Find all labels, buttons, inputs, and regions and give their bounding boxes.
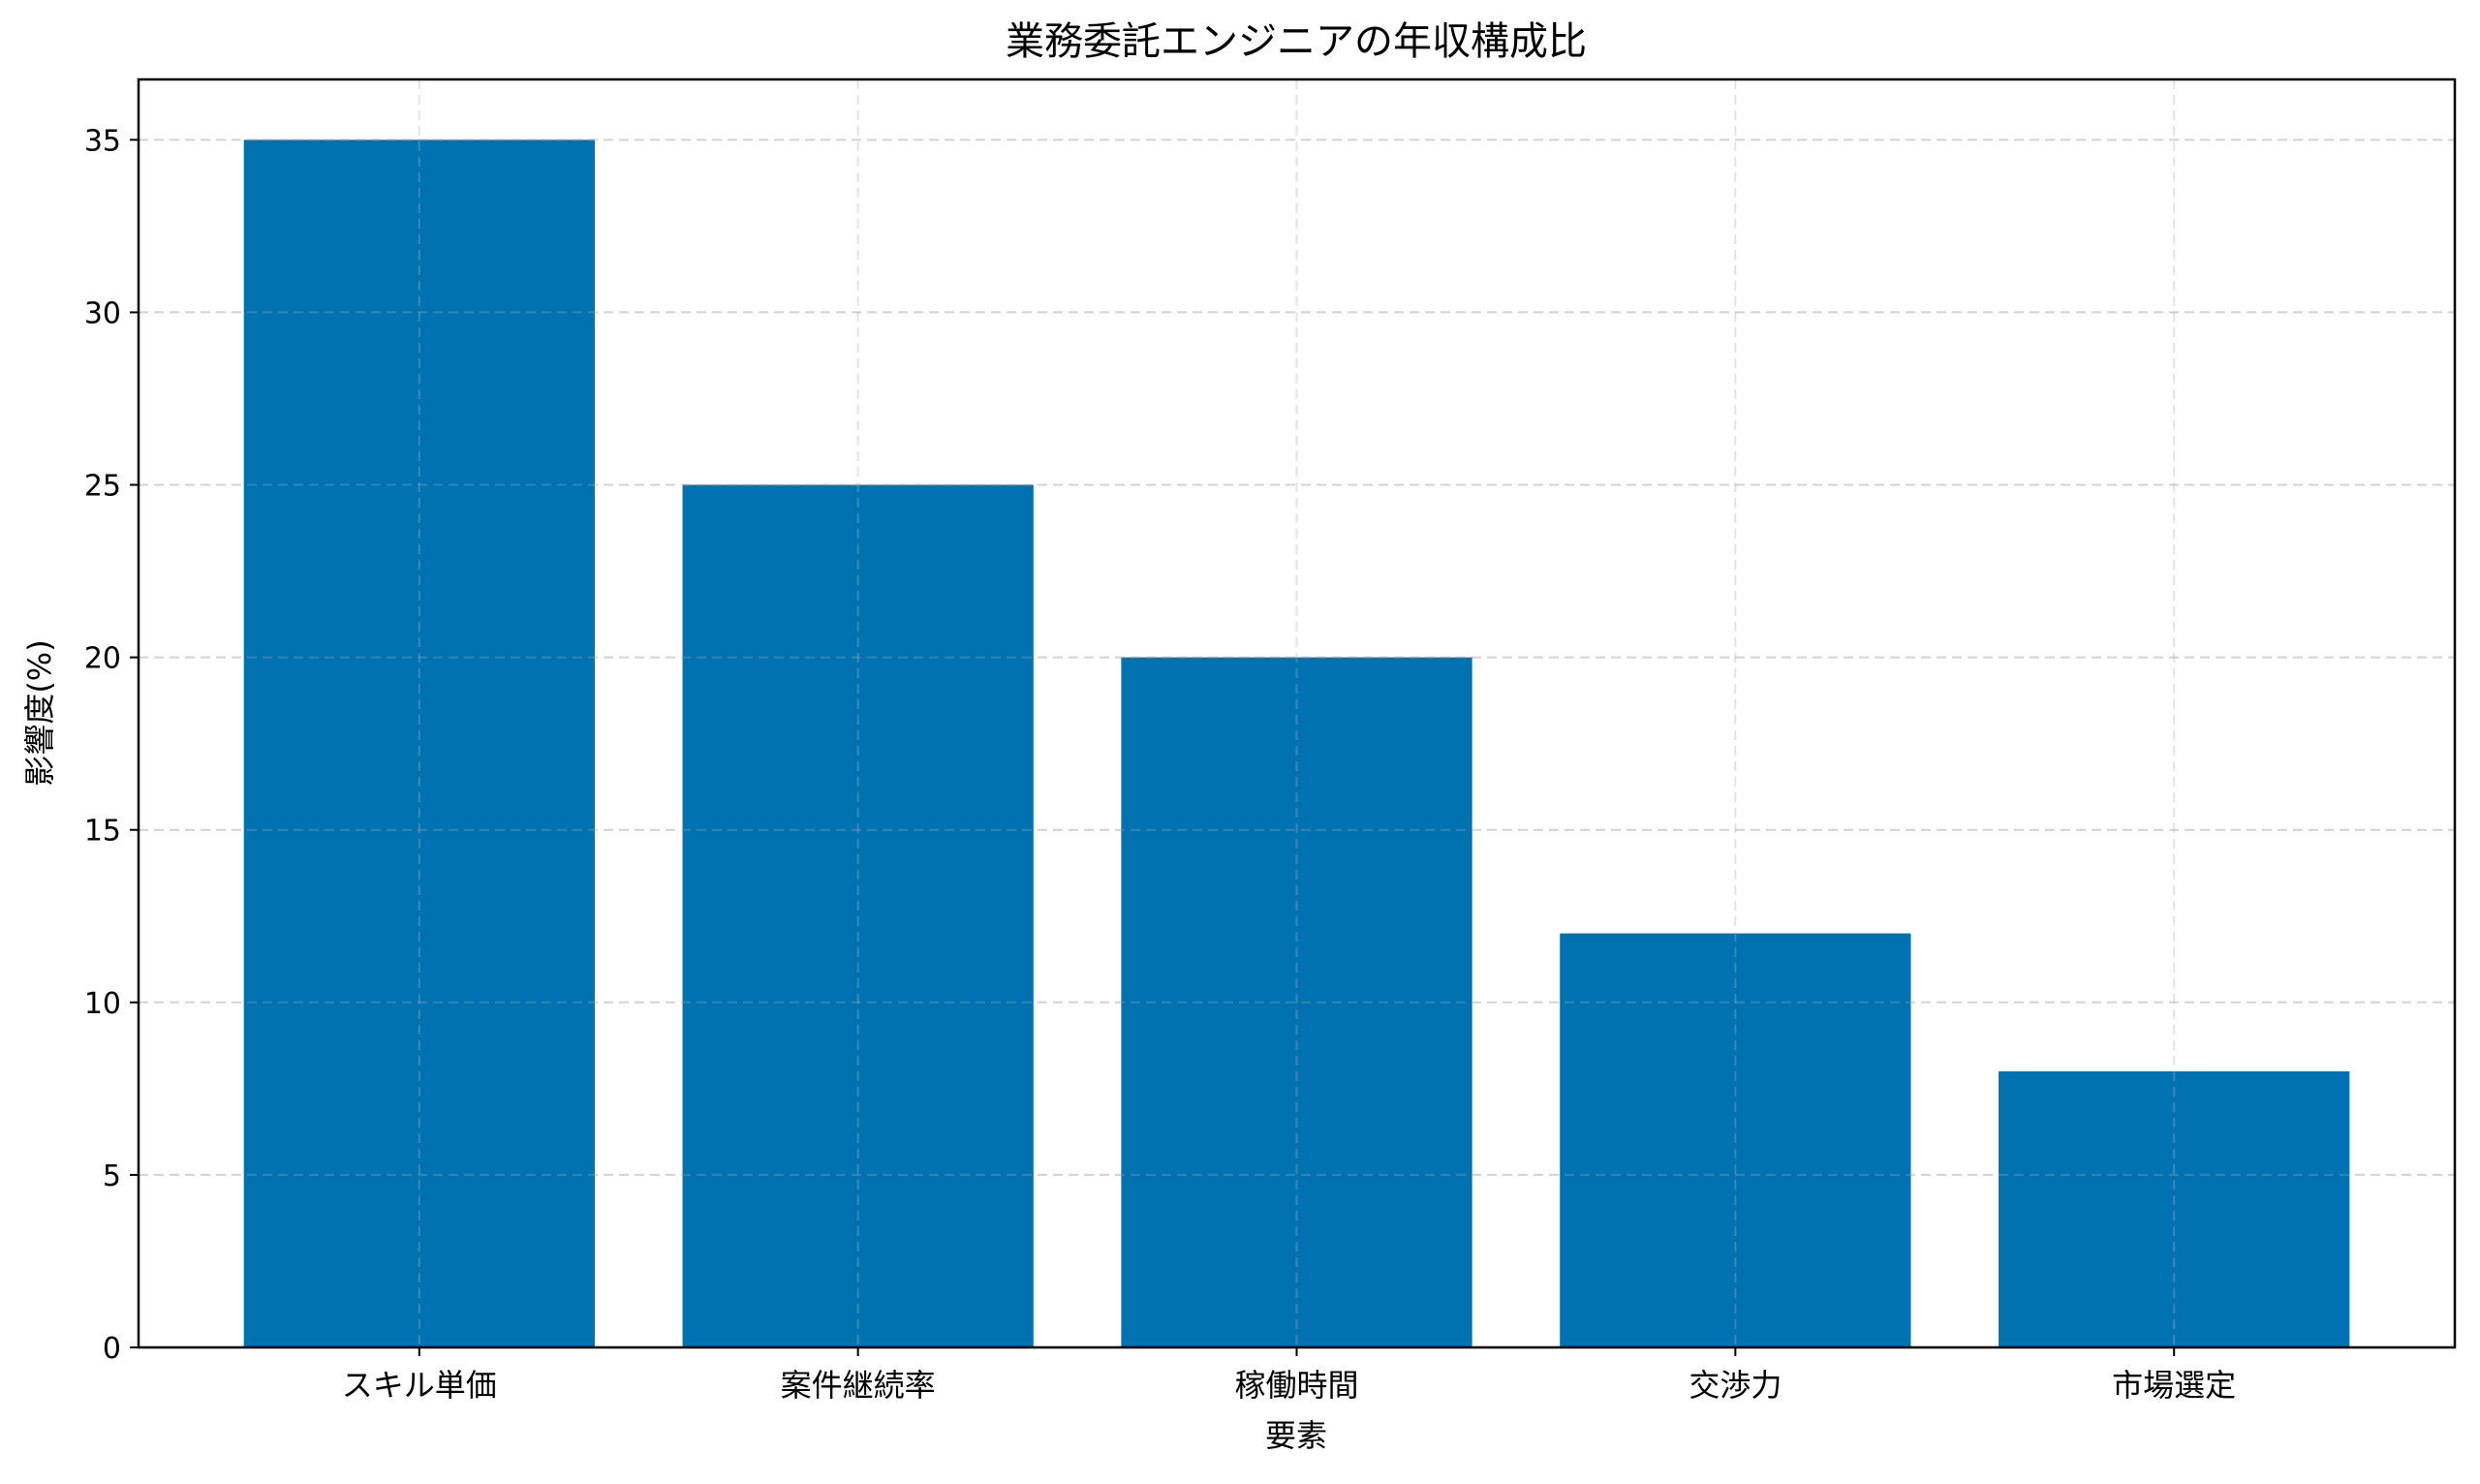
y-tick-label: 5 xyxy=(103,1159,121,1193)
y-tick-label: 30 xyxy=(84,296,121,330)
grid-overlay xyxy=(139,79,2455,1347)
y-tick-label: 15 xyxy=(84,815,121,849)
x-tick-label: 市場選定 xyxy=(2112,1367,2236,1404)
bar-1 xyxy=(243,139,595,1347)
bar-3 xyxy=(1121,657,1472,1347)
bar-2 xyxy=(682,484,1034,1347)
bar-5 xyxy=(1999,1071,2350,1347)
bars xyxy=(243,139,2350,1347)
x-axis-label: 要素 xyxy=(1265,1417,1327,1454)
x-tick-label: スキル単価 xyxy=(342,1367,497,1404)
x-tick-label: 稼働時間 xyxy=(1234,1367,1358,1404)
chart-title: 業務委託エンジニアの年収構成比 xyxy=(1006,19,1587,64)
bar-4 xyxy=(1560,933,1911,1347)
y-tick-label: 0 xyxy=(103,1332,121,1366)
y-axis: 0 5 10 15 20 25 30 35 xyxy=(84,124,139,1366)
y-axis-label: 影響度(%) xyxy=(21,639,58,786)
y-tick-label: 25 xyxy=(84,470,121,504)
y-tick-label: 35 xyxy=(84,124,121,158)
x-tick-label: 案件継続率 xyxy=(781,1367,936,1404)
x-axis: スキル単価 案件継続率 稼働時間 交渉力 市場選定 xyxy=(342,1347,2236,1404)
y-tick-label: 10 xyxy=(84,987,121,1021)
y-tick-label: 20 xyxy=(84,642,121,676)
x-tick-label: 交渉力 xyxy=(1689,1367,1782,1404)
